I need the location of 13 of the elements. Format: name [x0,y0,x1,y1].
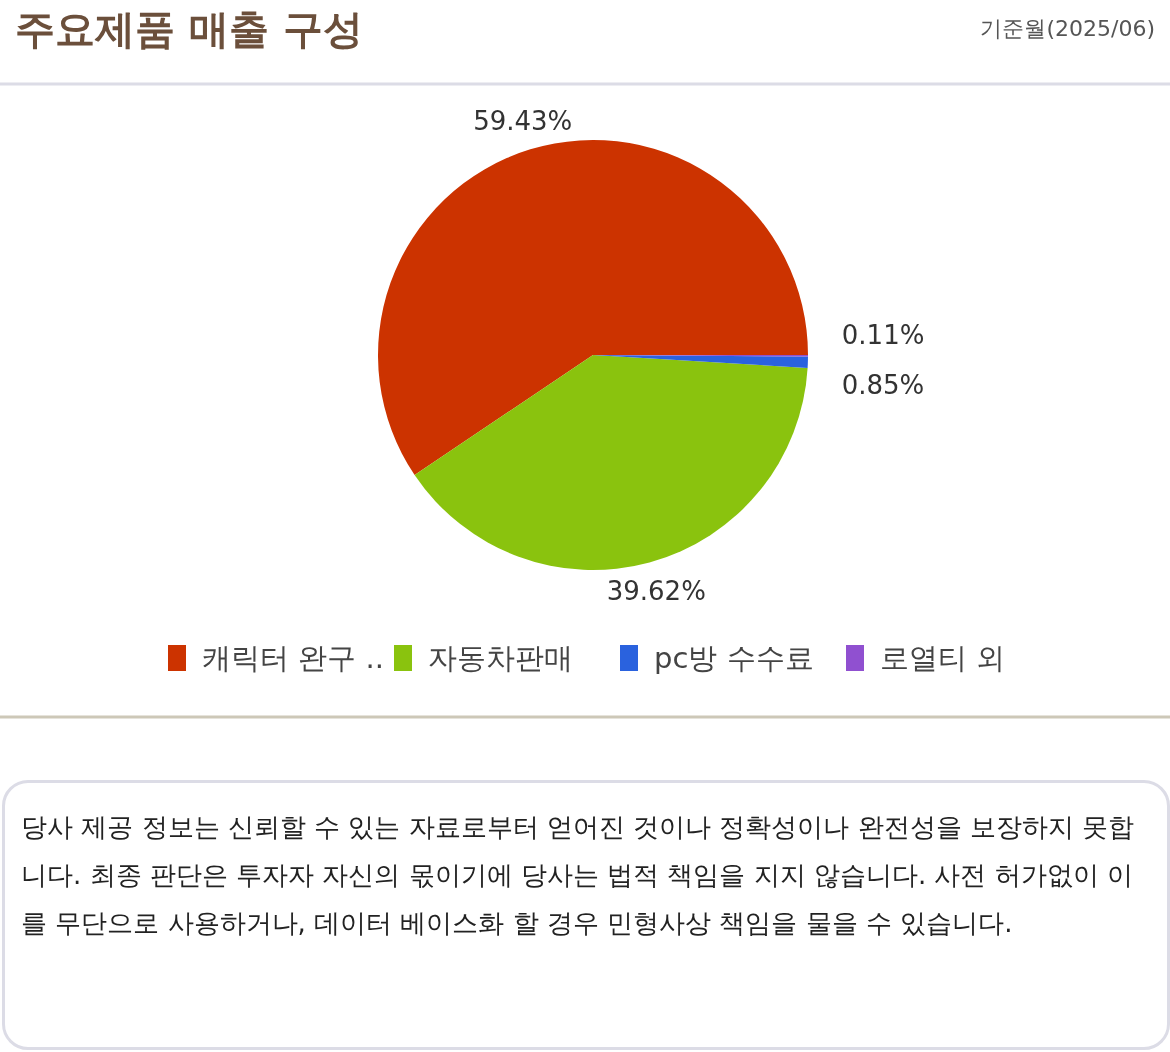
pie-slice [378,140,808,475]
data-label: 59.43% [473,105,573,136]
data-label: 0.11% [841,319,925,350]
legend-label: 자동차판매 [428,641,573,675]
legend-label: 캐릭터 완구 .. [202,641,384,675]
legend-label: 로열티 외 [880,641,1006,675]
chart-title: 주요제품 매출 구성 [15,5,363,54]
pie-slice [414,355,808,570]
text: 기준월(2025/06) [980,15,1155,43]
text: 당사 제공 정보는 신뢰할 수 있는 자료로부터 얻어진 것이나 정확성이나 완전성을 보장하지 못합니다. 최종 판단은 투자자 자신의 몫이기에 당사는 법적 책임을 지지 않습니다. 사전 허가없이 이를 무단으로 사용하거나, 데이터 베이스화 할 경우 민형사상 책임을 물을 수 있습니다. [21,811,1136,940]
legend-label: pc방 수수료 [654,641,814,675]
data-label: 0.85% [841,369,925,400]
data-label: 39.62% [606,576,706,607]
